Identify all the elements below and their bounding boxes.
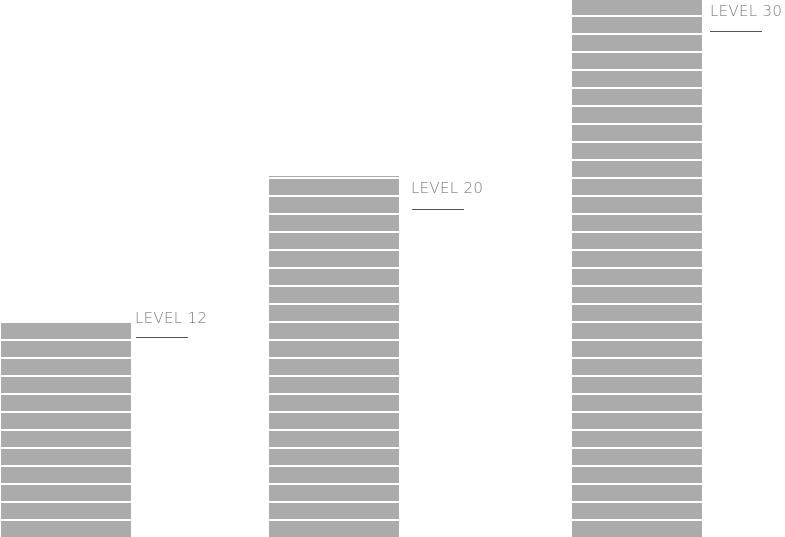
floor: [269, 485, 399, 501]
floor: [1, 341, 131, 357]
floor: [1, 431, 131, 447]
floor: [269, 179, 399, 195]
floor: [572, 53, 702, 69]
floor: [269, 251, 399, 267]
floor: [572, 197, 702, 213]
floor: [269, 431, 399, 447]
floor: [1, 395, 131, 411]
floor: [572, 287, 702, 303]
floor: [269, 395, 399, 411]
floor: [269, 467, 399, 483]
tower-level-12: [1, 323, 131, 537]
floor: [572, 89, 702, 105]
tower-roof-line: [269, 176, 399, 177]
floor: [572, 467, 702, 483]
floor: [572, 323, 702, 339]
floor: [572, 449, 702, 465]
floor: [572, 179, 702, 195]
floor: [572, 413, 702, 429]
floor: [1, 323, 131, 339]
floor: [572, 125, 702, 141]
floor: [572, 305, 702, 321]
floor: [572, 503, 702, 519]
floor: [269, 323, 399, 339]
floor: [269, 269, 399, 285]
floor: [572, 521, 702, 537]
floor: [1, 377, 131, 393]
floor: [572, 377, 702, 393]
floor: [1, 413, 131, 429]
floor: [1, 521, 131, 537]
level-20-underline: [412, 209, 464, 210]
floor: [269, 377, 399, 393]
floor: [269, 521, 399, 537]
floor: [269, 287, 399, 303]
level-30-label: LEVEL 30: [710, 2, 783, 20]
floor: [572, 161, 702, 177]
level-20-label: LEVEL 20: [411, 179, 484, 197]
floor: [572, 269, 702, 285]
floor: [1, 359, 131, 375]
level-12-underline: [136, 337, 188, 338]
tower-level-30: [572, 0, 702, 537]
floor: [269, 359, 399, 375]
floor: [572, 485, 702, 501]
floor: [572, 215, 702, 231]
floor: [269, 215, 399, 231]
floor: [269, 449, 399, 465]
floor: [572, 0, 702, 15]
floor: [572, 251, 702, 267]
floor: [572, 71, 702, 87]
tower-level-20: [269, 176, 399, 537]
floor: [1, 449, 131, 465]
floor: [269, 197, 399, 213]
level-30-underline: [710, 31, 762, 32]
floor: [572, 233, 702, 249]
floor: [1, 485, 131, 501]
floor: [572, 35, 702, 51]
floor: [572, 341, 702, 357]
floor: [269, 233, 399, 249]
level-12-label: LEVEL 12: [135, 309, 208, 327]
floor: [269, 413, 399, 429]
floor: [572, 359, 702, 375]
floor: [269, 503, 399, 519]
floor: [269, 341, 399, 357]
floor: [572, 107, 702, 123]
floor: [572, 17, 702, 33]
floor: [1, 503, 131, 519]
floor: [572, 143, 702, 159]
floor: [572, 395, 702, 411]
floor: [1, 467, 131, 483]
floor: [572, 431, 702, 447]
floor: [269, 305, 399, 321]
